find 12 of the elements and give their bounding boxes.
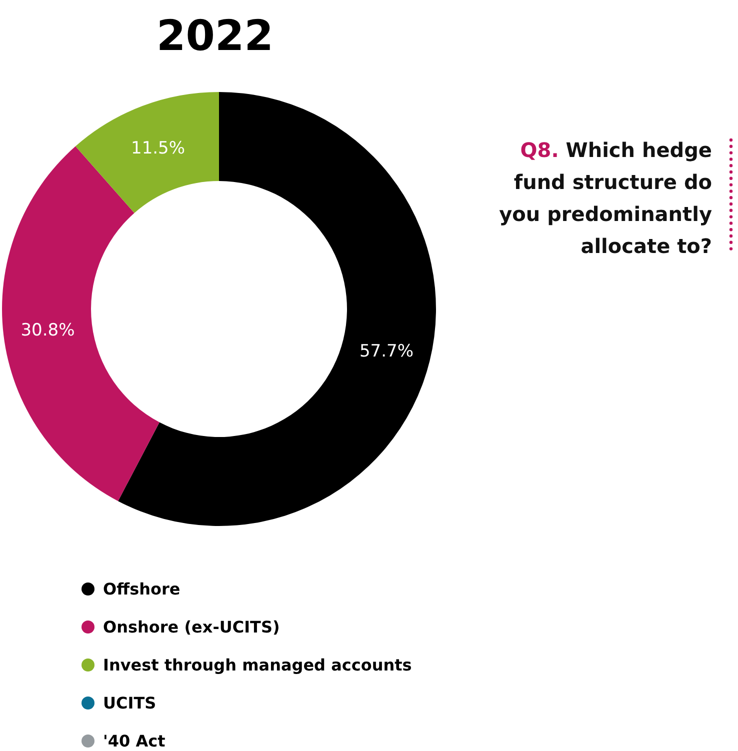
chart-title: 2022: [156, 11, 274, 60]
legend-label: '40 Act: [103, 732, 166, 751]
data-label: 57.7%: [359, 341, 414, 362]
legend-label: Offshore: [103, 580, 180, 599]
data-label: 30.8%: [20, 320, 75, 340]
legend-label: UCITS: [103, 694, 156, 713]
donut-slice: [118, 92, 436, 526]
data-label: 11.5%: [131, 138, 186, 159]
text: Q8. Which hedge fund structure do you predominantly allocate to?: [499, 138, 712, 258]
legend-label: Onshore (ex-UCITS): [103, 618, 280, 637]
legend-label: Invest through managed accounts: [103, 656, 412, 675]
donut-slice: [75, 92, 219, 213]
